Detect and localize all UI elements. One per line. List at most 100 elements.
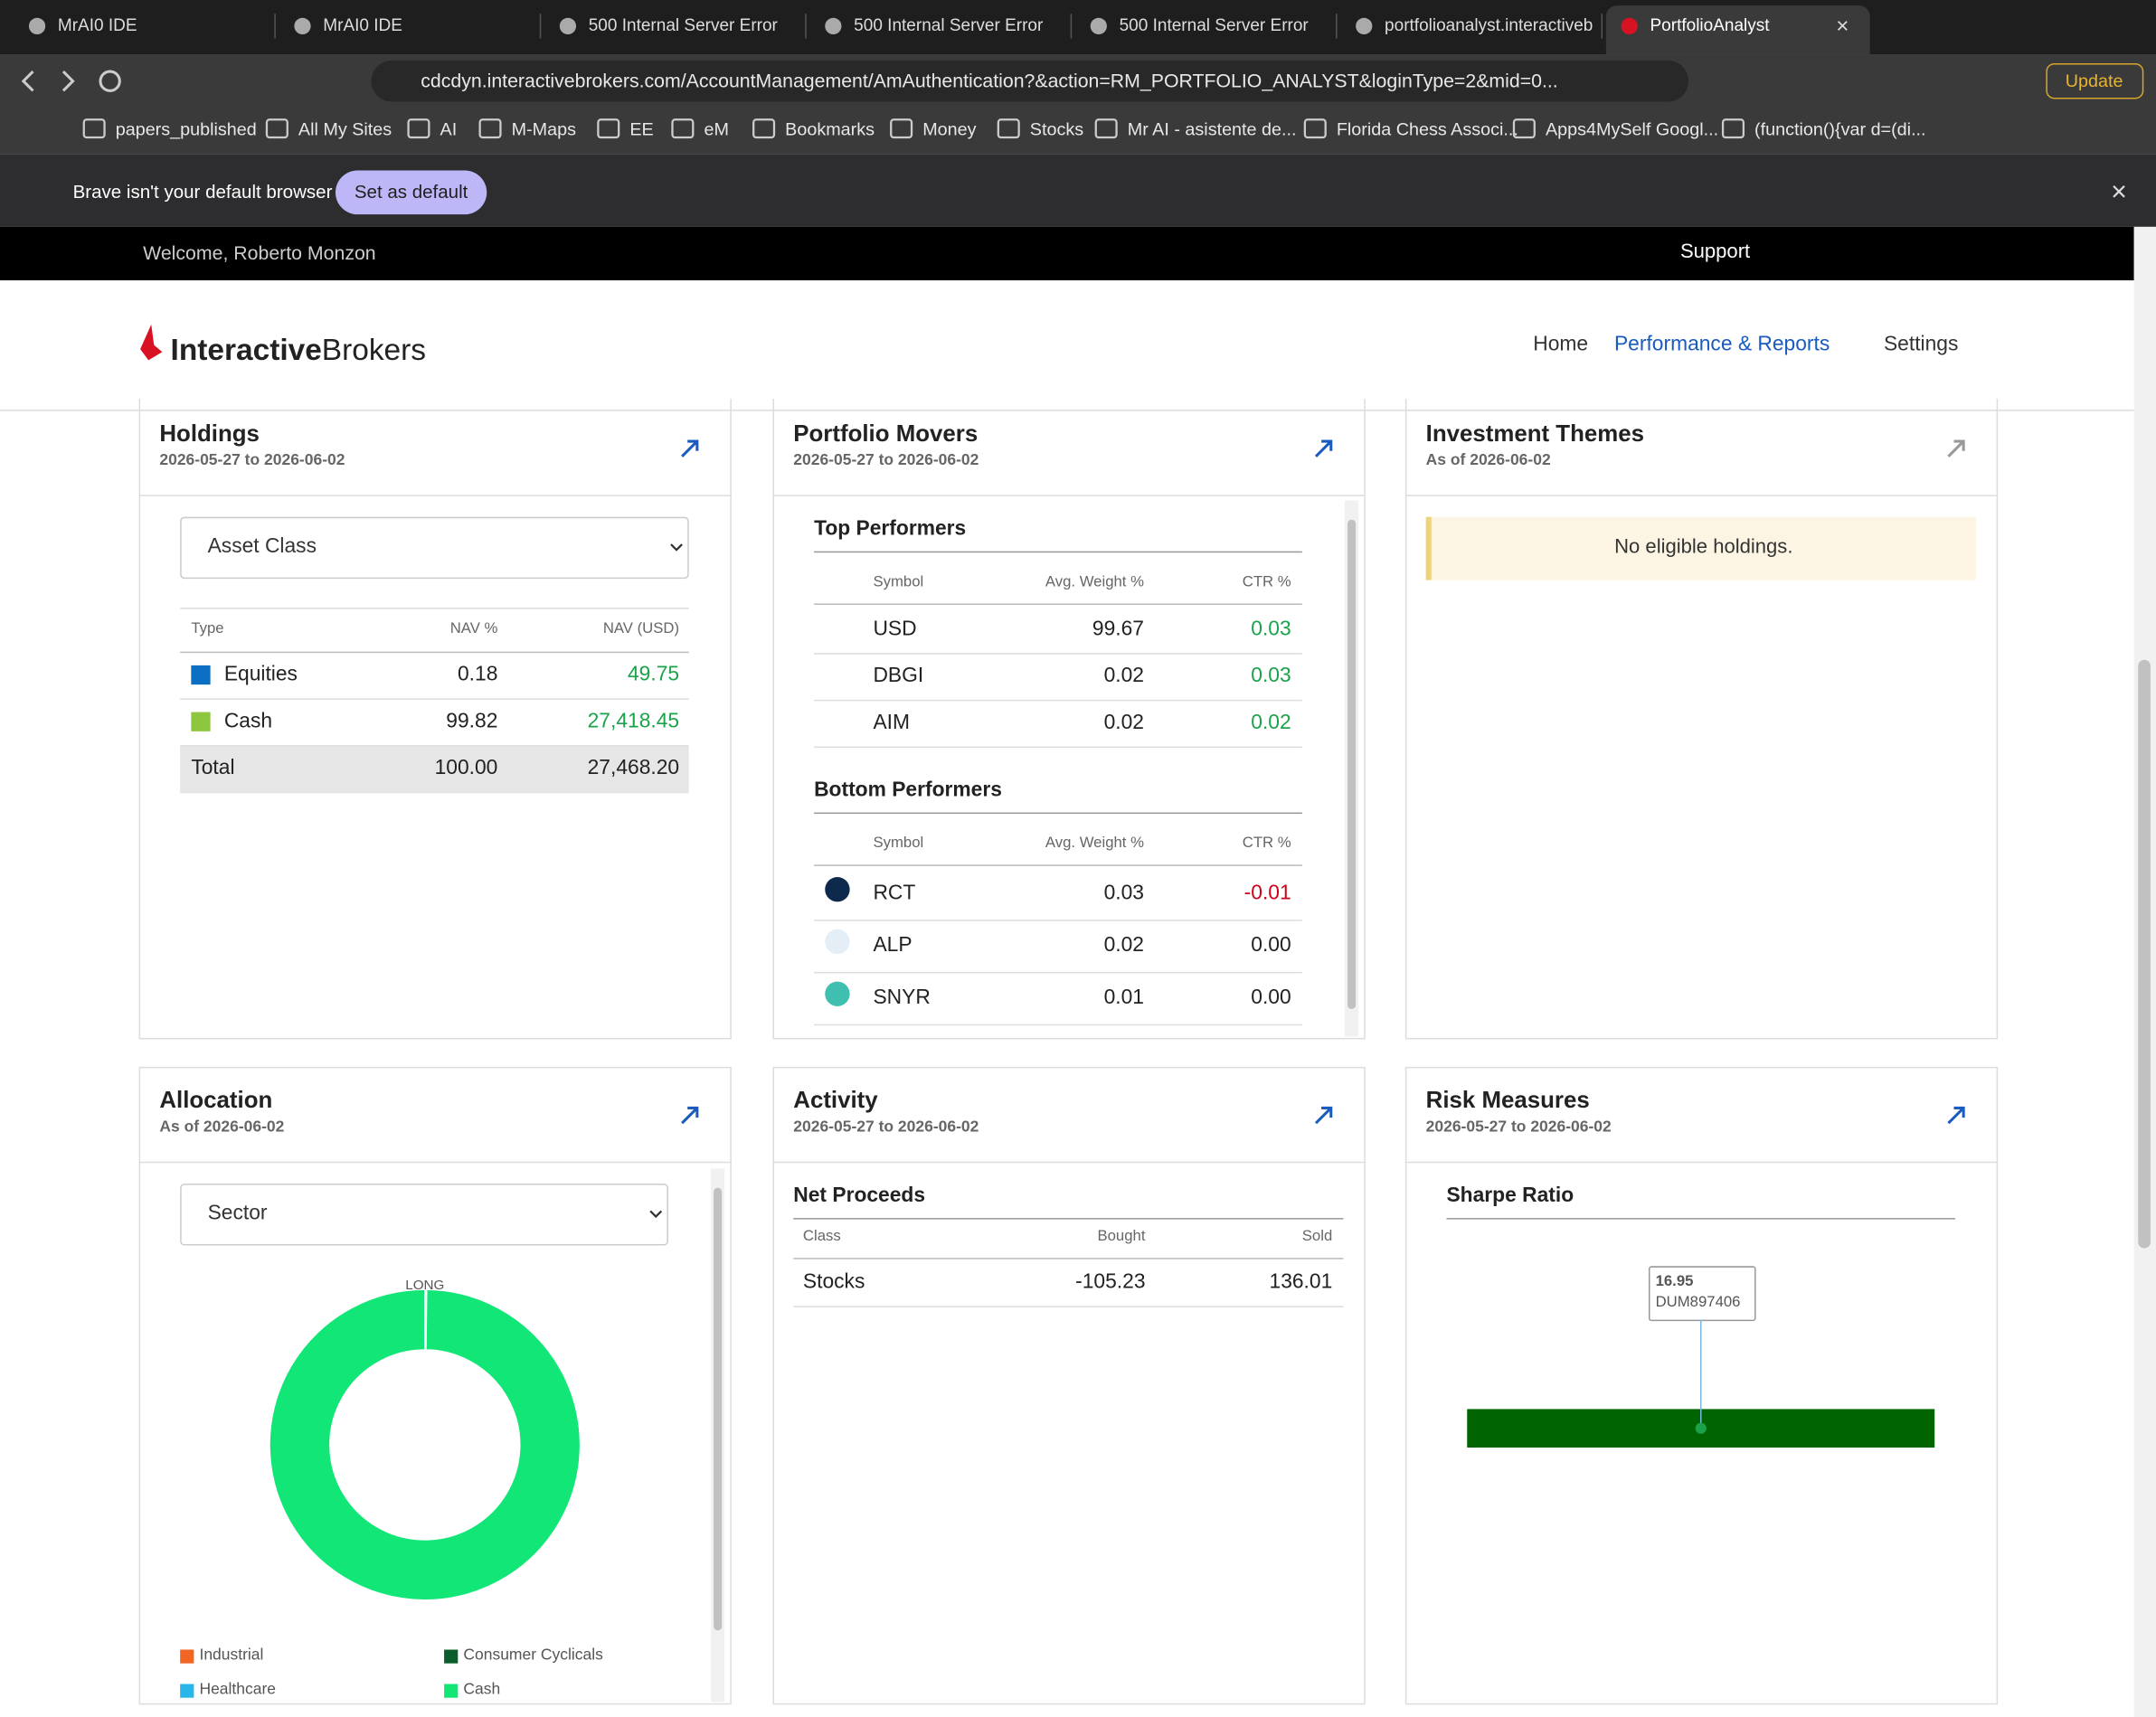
- bookmark-icon: [1094, 118, 1118, 139]
- tooltip-dot: [1695, 1422, 1707, 1434]
- table-cell: 0.00: [1251, 933, 1291, 958]
- nav-link[interactable]: Performance & Reports: [1613, 332, 1830, 356]
- address-bar[interactable]: [371, 60, 1689, 102]
- panel-divider: [772, 1161, 1366, 1164]
- expand-icon[interactable]: [681, 1106, 699, 1125]
- table-cell: -105.23: [1075, 1269, 1146, 1294]
- row-divider: [814, 920, 1302, 921]
- panel-title: Portfolio Movers: [793, 420, 979, 447]
- tab-title[interactable]: 500 Internal Server Error: [588, 15, 778, 35]
- table-cell: 0.03: [1251, 617, 1291, 641]
- dropdown-value[interactable]: Asset Class: [207, 534, 317, 559]
- column-header: Symbol: [873, 835, 924, 852]
- panel-date: As of 2026-06-02: [1425, 452, 1551, 469]
- dropdown[interactable]: [180, 516, 689, 580]
- column-header: Symbol: [873, 573, 924, 590]
- table-cell: 27,468.20: [587, 756, 680, 780]
- nav-arrow: [61, 70, 75, 92]
- legend-swatch: [180, 1684, 194, 1698]
- dropdown[interactable]: [180, 1184, 668, 1246]
- set-default-button[interactable]: [335, 170, 487, 215]
- page-scroll-thumb[interactable]: [2138, 659, 2151, 1249]
- bookmark[interactable]: Bookmarks: [785, 118, 875, 139]
- banner-message: Brave isn't your default browser: [72, 181, 333, 203]
- banner-button-label[interactable]: Set as default: [354, 181, 468, 203]
- bookmark[interactable]: M-Maps: [511, 118, 576, 139]
- donut-slice: [269, 1288, 582, 1601]
- table-cell: Cash: [223, 709, 273, 733]
- panel-scroll-thumb[interactable]: [714, 1187, 723, 1631]
- donut-label: LONG: [405, 1278, 445, 1294]
- bookmark[interactable]: EE: [629, 118, 654, 139]
- total-row: [180, 746, 689, 794]
- tab-title[interactable]: MrAI0 IDE: [57, 15, 137, 35]
- bookmark-icon: [752, 118, 776, 139]
- tooltip-value: 16.95: [1655, 1273, 1694, 1290]
- table-cell: 27,418.45: [587, 709, 680, 733]
- expand-icon[interactable]: [1947, 439, 1965, 458]
- tab-title[interactable]: MrAI0 IDE: [323, 15, 402, 35]
- table-cell: SNYR: [873, 986, 931, 1009]
- section-heading: Bottom Performers: [814, 778, 1002, 802]
- panel: [138, 398, 732, 1040]
- legend-swatch: [180, 1649, 194, 1664]
- nav-link[interactable]: Settings: [1883, 332, 1959, 356]
- bookmark[interactable]: papers_published: [115, 118, 257, 139]
- row-divider: [814, 551, 1302, 553]
- legend-label: Healthcare: [199, 1681, 277, 1698]
- support-menu[interactable]: Support: [1679, 241, 1751, 263]
- bookmark[interactable]: All My Sites: [298, 118, 392, 139]
- dropdown-caret: [649, 1210, 663, 1219]
- row-divider: [180, 745, 689, 747]
- bookmark-icon: [671, 118, 695, 139]
- reload: [99, 70, 121, 92]
- panel-divider: [138, 495, 732, 496]
- row-divider: [180, 698, 689, 700]
- panel-scroll-thumb[interactable]: [1348, 519, 1357, 1009]
- update-button[interactable]: [2046, 62, 2144, 99]
- table-cell: 0.02: [1103, 664, 1144, 688]
- bookmark[interactable]: Mr AI - asistente de...: [1127, 118, 1297, 139]
- bookmark[interactable]: Florida Chess Associ...: [1336, 118, 1518, 139]
- nav-link[interactable]: Home: [1533, 332, 1589, 356]
- table-cell: 0.03: [1251, 664, 1291, 688]
- bookmark[interactable]: Money: [922, 118, 977, 139]
- panel-title: Investment Themes: [1425, 420, 1645, 447]
- update-label[interactable]: Update: [2065, 70, 2123, 91]
- tab-title[interactable]: PortfolioAnalyst: [1650, 15, 1770, 35]
- tab-title[interactable]: 500 Internal Server Error: [854, 15, 1044, 35]
- column-header: Sold: [1301, 1228, 1333, 1245]
- table-cell: USD: [873, 617, 917, 641]
- bookmark[interactable]: AI: [440, 118, 458, 139]
- logo-text-light: Brokers: [321, 332, 427, 367]
- expand-icon[interactable]: [1314, 439, 1333, 458]
- bookmark[interactable]: eM: [704, 118, 729, 139]
- expand-icon[interactable]: [1314, 1106, 1333, 1125]
- legend-swatch: [444, 1684, 459, 1698]
- table-cell: Total: [191, 756, 235, 780]
- table-cell: 0.02: [1103, 933, 1144, 958]
- logo-mark: [140, 324, 163, 361]
- dropdown-value[interactable]: Sector: [207, 1201, 268, 1225]
- table-cell: RCT: [873, 881, 916, 905]
- nav-arrow: [21, 70, 34, 92]
- bookmark[interactable]: (function(){var d=(di...: [1754, 118, 1926, 139]
- tab-title[interactable]: portfolioanalyst.interactiveb: [1385, 15, 1593, 35]
- table-cell: Stocks: [802, 1269, 865, 1294]
- row-divider: [1446, 1218, 1956, 1220]
- panel: [772, 1066, 1366, 1705]
- panel-divider: [1404, 495, 1999, 496]
- tab-title[interactable]: 500 Internal Server Error: [1119, 15, 1309, 35]
- table-cell: 0.02: [1251, 711, 1291, 734]
- expand-icon[interactable]: [681, 439, 699, 458]
- expand-icon[interactable]: [1947, 1106, 1965, 1125]
- table-cell: AIM: [873, 711, 911, 734]
- bookmark[interactable]: Apps4MySelf Googl...: [1545, 118, 1719, 139]
- tab-icon: [559, 17, 577, 35]
- table-cell: 0.02: [1103, 711, 1144, 734]
- bookmark[interactable]: Stocks: [1029, 118, 1084, 139]
- active-tab[interactable]: [1605, 5, 1870, 55]
- tab-icon: [1090, 17, 1107, 35]
